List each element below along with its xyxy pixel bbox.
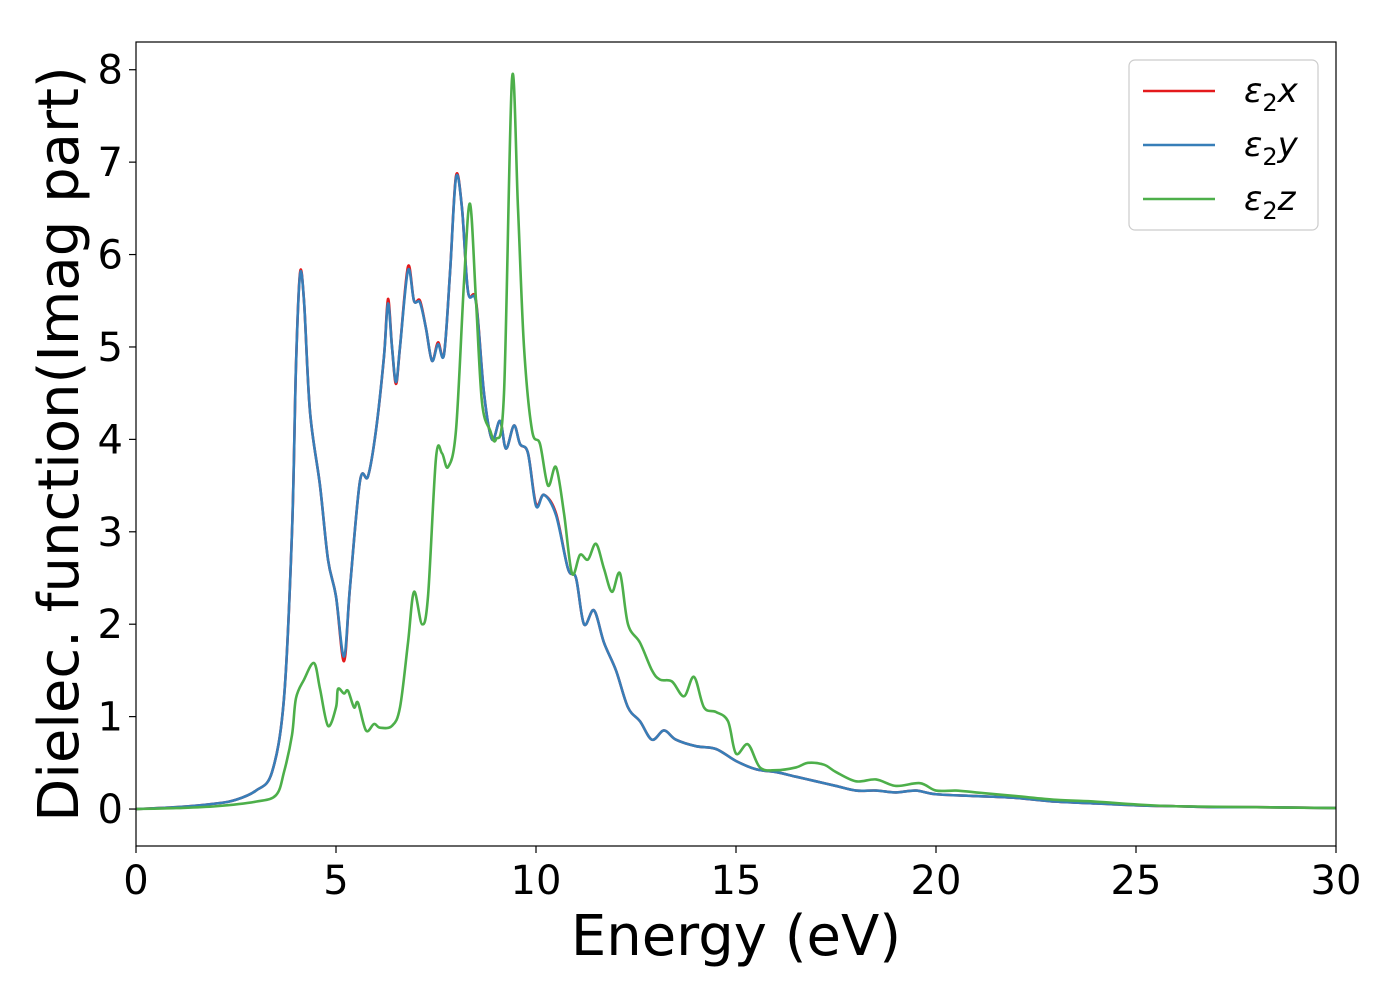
legend-label-2: ε2y [1244,125,1299,171]
x-axis: 0 5 10 15 20 25 30 [123,846,1361,904]
legend: ε2x ε2y ε2z [1128,59,1319,231]
y-tick-label: 8 [98,48,123,94]
y-tick-label: 1 [98,695,123,741]
y-tick-label: 5 [98,325,123,371]
y-tick-label: 0 [98,787,123,833]
x-axis-title: Energy (eV) [571,904,901,969]
x-tick-label: 5 [323,858,348,904]
y-tick-label: 3 [98,510,123,556]
x-tick-label: 15 [711,858,762,904]
series-line-3 [135,72,1337,811]
y-tick-label: 2 [98,602,123,648]
y-tick-label: 6 [98,233,123,279]
y-axis: 0 1 2 3 4 5 6 7 8 [98,48,136,833]
legend-label-3: ε2z [1244,179,1297,225]
x-tick-label: 0 [123,858,148,904]
legend-label-1: ε2x [1244,71,1299,117]
y-axis-title: Dielec. function(Imag part) [27,66,92,822]
series-layer [135,72,1337,811]
x-tick-label: 25 [1111,858,1162,904]
x-tick-label: 10 [511,858,562,904]
y-tick-label: 4 [98,417,123,463]
x-tick-label: 30 [1311,858,1362,904]
legend-box [1128,59,1319,231]
y-tick-label: 7 [98,140,123,186]
x-tick-label: 20 [911,858,962,904]
